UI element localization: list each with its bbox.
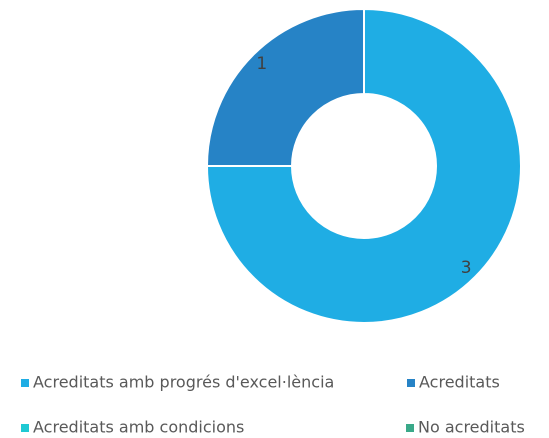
donut-slice <box>205 7 365 167</box>
legend-swatch <box>21 379 29 387</box>
data-label: 3 <box>461 258 472 278</box>
legend-swatch <box>21 424 29 432</box>
data-label: 1 <box>256 54 267 74</box>
legend-label: Acreditats amb condicions <box>33 418 244 437</box>
legend-label: Acreditats <box>419 373 500 392</box>
legend-label: No acreditats <box>418 418 525 437</box>
legend-label: Acreditats amb progrés d'excel·lència <box>33 373 334 392</box>
legend-swatch <box>406 424 414 432</box>
legend-swatch <box>407 379 415 387</box>
donut-slice <box>205 7 522 324</box>
